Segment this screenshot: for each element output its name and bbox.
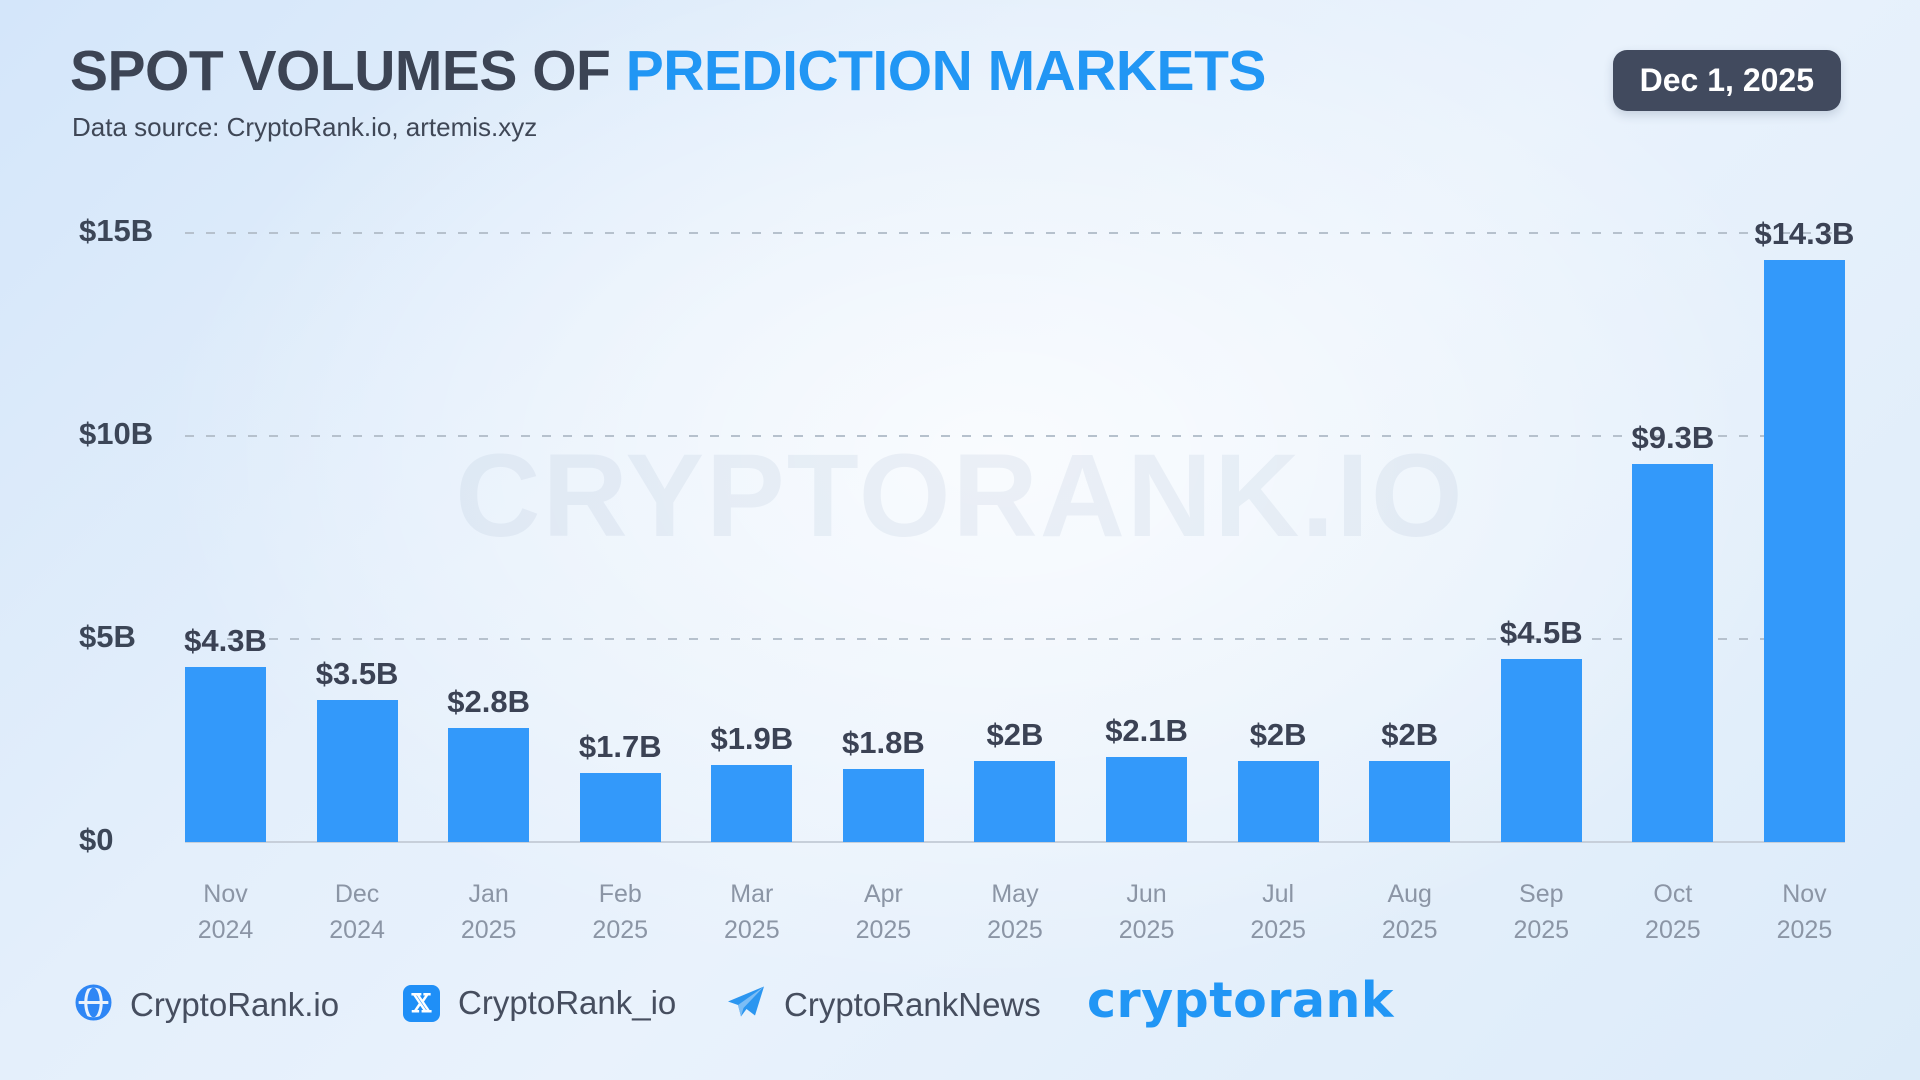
bar <box>448 728 530 842</box>
bar-column-feb-2025: $1.7B <box>578 729 662 842</box>
bar-value-label: $9.3B <box>1631 420 1715 455</box>
x-axis-label: Dec 2024 <box>329 880 385 945</box>
x-axis-label: Oct 2025 <box>1645 880 1701 945</box>
gridline-5b <box>185 638 1845 640</box>
x-axis-label: Aug 2025 <box>1381 880 1438 945</box>
x-axis-label: May 2025 <box>987 880 1043 945</box>
bar <box>185 667 266 842</box>
bar-value-label: $2B <box>1249 717 1307 752</box>
bar-column-apr-2025: $1.8B <box>842 725 925 842</box>
bar-series: $4.3B $3.5B $2.8B $1.7B $1.9B $1.8B $2B $2.1B $2… <box>184 216 1854 842</box>
x-icon: 𝕏 <box>403 984 440 1022</box>
x-axis-label: Sep 2025 <box>1513 880 1570 945</box>
x-axis-label: Jan 2025 <box>460 880 517 945</box>
bar-column-oct-2025: $9.3B <box>1631 420 1715 842</box>
bar-column-dec-2024: $3.5B <box>315 656 399 842</box>
bar <box>1500 659 1582 842</box>
x-axis-baseline <box>185 841 1845 843</box>
bar <box>579 773 661 842</box>
bar-chart-plot-area: $4.3B $3.5B $2.8B $1.7B $1.9B $1.8B $2B $2.1B $2… <box>184 216 1854 843</box>
title-prefix: SPOT VOLUMES OF <box>70 39 626 103</box>
bar-column-nov-2024: $4.3B <box>184 623 267 842</box>
bar-column-sep-2025: $4.5B <box>1499 615 1583 842</box>
bar-value-label: $3.5B <box>315 656 399 691</box>
y-axis-tick-10b: $10B <box>79 416 154 451</box>
bar-value-label: $1.8B <box>842 725 925 760</box>
bar <box>1632 464 1714 842</box>
bar <box>711 765 793 842</box>
bar-column-aug-2025: $2B <box>1369 717 1451 842</box>
x-axis-label: Jun 2025 <box>1118 880 1175 945</box>
bar <box>1369 761 1451 842</box>
bar-value-label: $2B <box>986 717 1044 752</box>
bar <box>316 700 398 842</box>
footer-link-telegram-label: CryptoRankNews <box>784 986 1041 1023</box>
bar-column-may-2025: $2B <box>974 717 1056 842</box>
bar-value-label: $14.3B <box>1754 216 1855 251</box>
y-axis-tick-0: $0 <box>79 822 114 857</box>
footer-link-telegram[interactable]: CryptoRankNews <box>726 984 1041 1026</box>
title-highlight: PREDICTION MARKETS <box>625 39 1267 103</box>
bar-column-jul-2025: $2B <box>1237 717 1319 842</box>
telegram-icon <box>726 984 766 1026</box>
bar-value-label: $2B <box>1381 717 1439 752</box>
bar <box>1237 761 1319 842</box>
x-axis-label: Jul 2025 <box>1250 880 1306 945</box>
watermark: CRYPTORANK.IO <box>455 430 1465 562</box>
bar-value-label: $2.1B <box>1105 713 1188 748</box>
footer-link-website[interactable]: CryptoRank.io <box>75 984 339 1026</box>
page-title: SPOT VOLUMES OF PREDICTION MARKETS <box>70 38 1266 104</box>
x-axis-label: Apr 2025 <box>855 880 912 945</box>
bar <box>1763 260 1845 842</box>
bar-column-jun-2025: $2.1B <box>1105 713 1188 842</box>
x-axis-labels: Nov 2024 Dec 2024 Jan 2025 Feb 2025 Mar 2025 Apr 20… <box>185 876 1845 949</box>
x-axis-label: Mar 2025 <box>724 880 780 945</box>
data-source-subtitle: Data source: CryptoRank.io, artemis.xyz <box>72 112 538 142</box>
cryptorank-logo: cryptorank <box>1087 972 1395 1029</box>
x-axis-label: Nov 2025 <box>1776 880 1833 945</box>
footer-link-x-label: CryptoRank_io <box>458 984 677 1021</box>
gridline-15b <box>185 232 1845 234</box>
bar <box>1106 757 1188 842</box>
date-badge: Dec 1, 2025 <box>1612 50 1841 111</box>
x-axis-label: Nov 2024 <box>197 880 254 945</box>
globe-icon <box>75 984 112 1026</box>
x-axis-label: Feb 2025 <box>592 880 649 945</box>
bar-value-label: $1.7B <box>578 729 662 764</box>
bar <box>974 761 1056 842</box>
y-axis-tick-5b: $5B <box>79 619 136 654</box>
footer-link-website-label: CryptoRank.io <box>130 986 340 1023</box>
bar-value-label: $4.3B <box>184 623 267 658</box>
bar <box>842 769 924 842</box>
gridline-10b <box>185 435 1845 437</box>
bar-value-label: $2.8B <box>447 684 531 719</box>
bar-column-mar-2025: $1.9B <box>710 721 794 842</box>
bar-value-label: $4.5B <box>1499 615 1583 650</box>
bar-column-nov-2025: $14.3B <box>1754 216 1854 842</box>
footer-link-x[interactable]: 𝕏 CryptoRank_io <box>403 984 676 1022</box>
y-axis-tick-15b: $15B <box>79 213 154 248</box>
bar-value-label: $1.9B <box>710 721 794 756</box>
bar-column-jan-2025: $2.8B <box>447 684 531 842</box>
